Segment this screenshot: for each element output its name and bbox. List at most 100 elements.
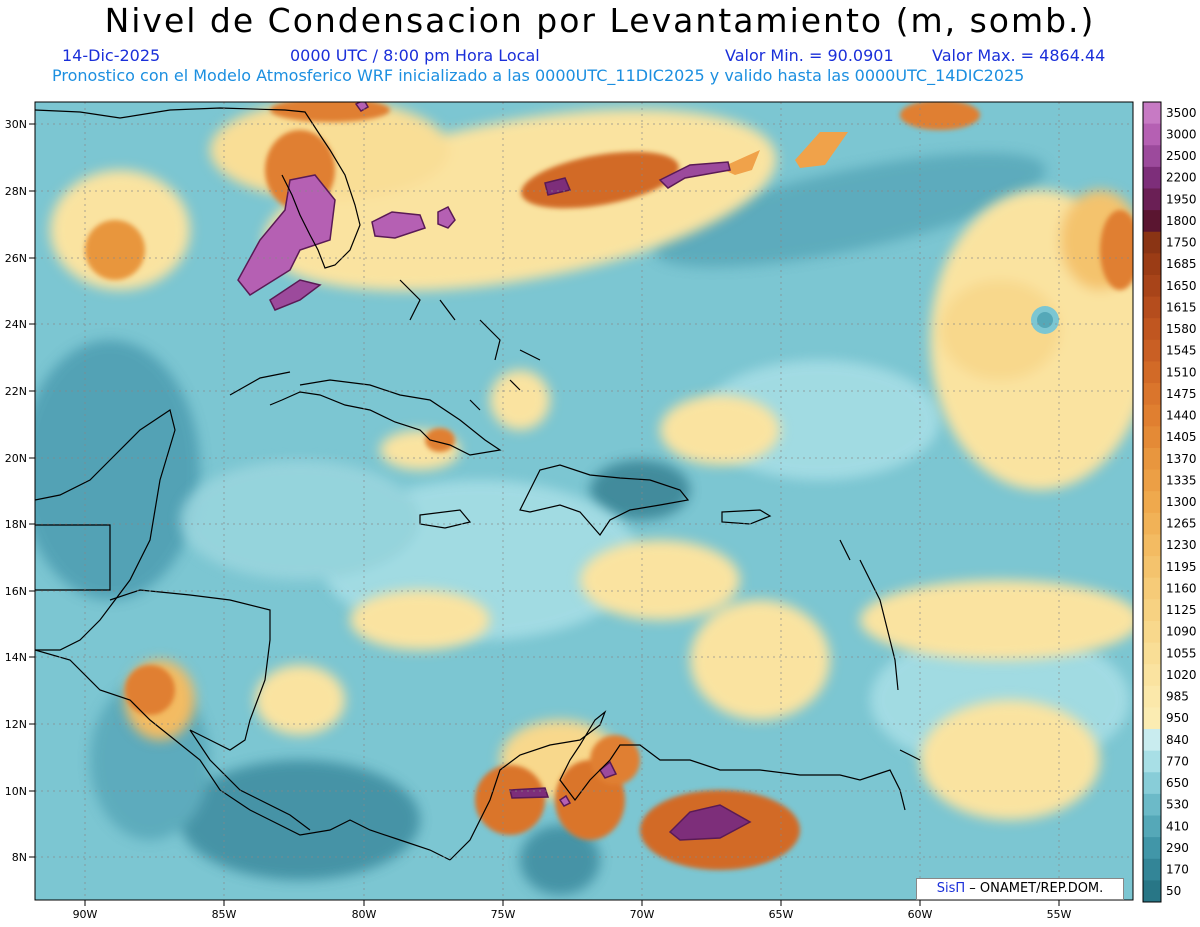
min-value: Valor Min. = 90.0901 bbox=[725, 46, 894, 65]
colorbar-label: 1950 bbox=[1166, 192, 1197, 206]
colorbar-swatch bbox=[1143, 793, 1161, 817]
colorbar-swatch bbox=[1143, 815, 1161, 838]
lat-labels: 30N 28N 26N 24N 22N 20N 18N 16N 14N 12N … bbox=[5, 118, 27, 864]
colorbar-label: 1510 bbox=[1166, 365, 1197, 379]
lat-label: 30N bbox=[5, 118, 27, 131]
colorbar-label: 410 bbox=[1166, 819, 1189, 833]
lon-label: 70W bbox=[630, 908, 655, 921]
colorbar-swatch bbox=[1143, 837, 1161, 860]
coastlines bbox=[35, 107, 921, 861]
lat-label: 8N bbox=[12, 851, 27, 864]
colorbar-label: 1370 bbox=[1166, 452, 1197, 466]
colorbar-swatch bbox=[1143, 231, 1161, 254]
colorbar-label: 840 bbox=[1166, 733, 1189, 747]
colorbar-label: 1685 bbox=[1166, 257, 1197, 271]
colorbar: 3500 3000 2500 2200 1950 1800 1750 1685 1650 1615… bbox=[1142, 101, 1197, 903]
colorbar-swatch bbox=[1143, 664, 1161, 687]
lon-labels: 90W 85W 80W 75W 70W 65W 60W 55W bbox=[73, 908, 1072, 921]
colorbar-swatch bbox=[1143, 750, 1161, 773]
lon-label: 65W bbox=[769, 908, 794, 921]
colorbar-swatch bbox=[1143, 210, 1161, 233]
lon-label: 55W bbox=[1047, 908, 1072, 921]
lon-label: 60W bbox=[908, 908, 933, 921]
plot-frame bbox=[34, 101, 1134, 901]
colorbar-label: 3500 bbox=[1166, 106, 1197, 120]
colorbar-swatch bbox=[1143, 512, 1161, 535]
colorbar-label: 1650 bbox=[1166, 279, 1197, 293]
colorbar-label: 3000 bbox=[1166, 127, 1197, 141]
lat-label: 28N bbox=[5, 185, 27, 198]
colorbar-swatch bbox=[1143, 642, 1161, 665]
colorbar-swatch bbox=[1143, 361, 1161, 384]
colorbar-swatch bbox=[1143, 447, 1161, 471]
colorbar-swatch bbox=[1143, 253, 1161, 276]
colorbar-label: 530 bbox=[1166, 798, 1189, 812]
colorbar-swatch bbox=[1143, 469, 1161, 492]
colorbar-swatch bbox=[1143, 534, 1161, 557]
colorbar-label: 50 bbox=[1166, 884, 1181, 898]
colorbar-label: 170 bbox=[1166, 863, 1189, 877]
colorbar-swatch bbox=[1143, 556, 1161, 579]
lon-label: 85W bbox=[212, 908, 237, 921]
max-value: Valor Max. = 4864.44 bbox=[932, 46, 1106, 65]
colorbar-swatch bbox=[1143, 620, 1161, 644]
colorbar-label: 1300 bbox=[1166, 495, 1197, 509]
colorbar-swatch bbox=[1143, 491, 1161, 514]
colorbar-label: 1195 bbox=[1166, 560, 1197, 574]
credit-box: SisΠ – ONAMET/REP.DOM. bbox=[916, 878, 1124, 900]
colorbar-label: 1125 bbox=[1166, 603, 1197, 617]
colorbar-swatch bbox=[1143, 318, 1161, 341]
field-shading bbox=[35, 102, 1133, 900]
lat-label: 18N bbox=[5, 518, 27, 531]
credit-brand: SisΠ bbox=[936, 881, 966, 896]
colorbar-swatch bbox=[1143, 145, 1161, 168]
colorbar-frame bbox=[1142, 101, 1162, 903]
colorbar-swatch bbox=[1143, 166, 1161, 189]
lat-label: 20N bbox=[5, 452, 27, 465]
colorbar-label: 1475 bbox=[1166, 387, 1197, 401]
colorbar-label: 2200 bbox=[1166, 171, 1197, 185]
lon-label: 75W bbox=[491, 908, 516, 921]
colorbar-label: 1800 bbox=[1166, 214, 1197, 228]
colorbar-label: 1020 bbox=[1166, 668, 1197, 682]
colorbar-label: 650 bbox=[1166, 776, 1189, 790]
colorbar-swatch bbox=[1143, 188, 1161, 211]
colorbar-label: 1440 bbox=[1166, 409, 1197, 423]
colorbar-label: 1405 bbox=[1166, 430, 1197, 444]
colorbar-swatch bbox=[1143, 707, 1161, 730]
graticule bbox=[35, 102, 1133, 900]
colorbar-swatch bbox=[1143, 880, 1161, 903]
credit-org: – ONAMET/REP.DOM. bbox=[969, 881, 1104, 896]
forecast-date: 14-Dic-2025 bbox=[62, 46, 161, 65]
colorbar-label: 1545 bbox=[1166, 344, 1197, 358]
lat-label: 10N bbox=[5, 785, 27, 798]
lat-label: 14N bbox=[5, 651, 27, 664]
lon-label: 80W bbox=[352, 908, 377, 921]
colorbar-swatch bbox=[1143, 296, 1161, 319]
lat-label: 26N bbox=[5, 252, 27, 265]
colorbar-label: 1580 bbox=[1166, 322, 1197, 336]
colorbar-swatch bbox=[1143, 577, 1161, 600]
colorbar-label: 1265 bbox=[1166, 517, 1197, 531]
lat-label: 24N bbox=[5, 318, 27, 331]
colorbar-swatch bbox=[1143, 599, 1161, 622]
colorbar-swatch bbox=[1143, 426, 1161, 449]
colorbar-label: 1160 bbox=[1166, 581, 1197, 595]
colorbar-swatch bbox=[1143, 685, 1161, 708]
colorbar-label: 1090 bbox=[1166, 625, 1197, 639]
colorbar-swatch bbox=[1143, 339, 1161, 362]
colorbar-label: 1615 bbox=[1166, 300, 1197, 314]
colorbar-label: 985 bbox=[1166, 690, 1189, 704]
colorbar-label: 1750 bbox=[1166, 236, 1197, 250]
lon-label: 90W bbox=[73, 908, 98, 921]
colorbar-label: 1055 bbox=[1166, 646, 1197, 660]
colorbar-swatch bbox=[1143, 729, 1161, 752]
colorbar-swatch bbox=[1143, 858, 1161, 881]
axis-ticks bbox=[29, 123, 1060, 906]
colorbar-label: 770 bbox=[1166, 754, 1189, 768]
forecast-subtitle: Pronostico con el Modelo Atmosferico WRF… bbox=[52, 66, 1025, 85]
page-title: Nivel de Condensacion por Levantamiento … bbox=[104, 1, 1096, 40]
forecast-time: 0000 UTC / 8:00 pm Hora Local bbox=[290, 46, 540, 65]
colorbar-swatch bbox=[1143, 102, 1161, 125]
